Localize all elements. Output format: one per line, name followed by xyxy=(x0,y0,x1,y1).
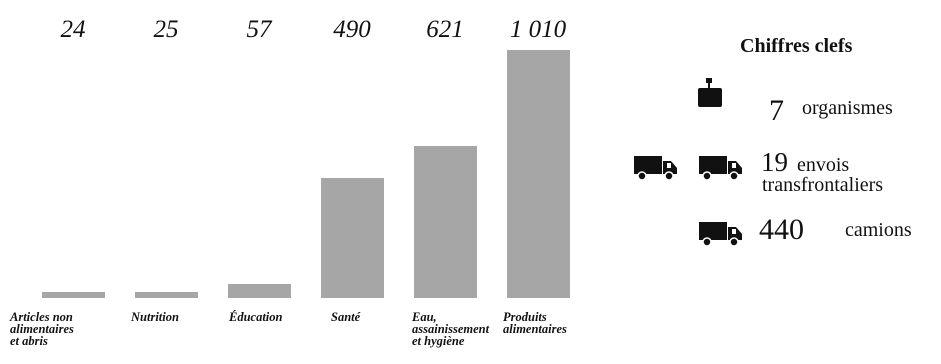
bar-chart: 24 Articles non alimentaires et abris 25 Nu… xyxy=(10,16,570,348)
bar xyxy=(506,50,570,298)
key-figure-label-organisations: organismes xyxy=(802,97,893,119)
key-figure-label-trucks: camions xyxy=(845,219,912,241)
value-label: 24 xyxy=(60,16,86,43)
value-label: 490 xyxy=(333,16,371,43)
category-label: Nutrition xyxy=(131,310,179,324)
key-figure-number-trucks: 440 xyxy=(759,213,804,246)
briefcase-icon xyxy=(698,78,722,107)
bar xyxy=(134,292,198,298)
category-label: Eau, assainissement et hygiène xyxy=(412,310,490,348)
key-figure-label-shipments: envois transfrontaliers xyxy=(762,154,884,196)
category-label: Articles non alimentaires et abris xyxy=(10,310,74,348)
category-label: Santé xyxy=(331,310,361,324)
value-label: 1 010 xyxy=(509,16,567,43)
key-figure-number-shipments: 19 xyxy=(761,147,788,177)
value-label: 25 xyxy=(153,16,179,43)
truck-icon xyxy=(699,222,742,247)
value-label: 621 xyxy=(426,16,464,43)
key-figures-panel: Chiffres clefs 7 organismes 19 envois tr… xyxy=(620,0,941,364)
bar xyxy=(227,284,291,298)
category-label: Produits alimentaires xyxy=(503,310,567,336)
category-label: Éducation xyxy=(229,310,283,324)
bar xyxy=(41,292,105,298)
key-figures-title: Chiffres clefs xyxy=(740,35,853,57)
bar xyxy=(413,146,477,298)
truck-icon xyxy=(699,156,742,181)
truck-icon xyxy=(634,156,677,181)
key-figure-number-organisations: 7 xyxy=(769,94,784,127)
bar xyxy=(320,178,384,298)
value-label: 57 xyxy=(246,16,272,43)
